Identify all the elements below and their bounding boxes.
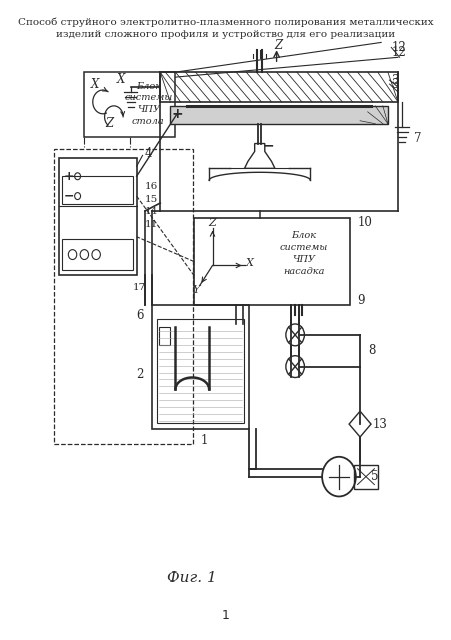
Bar xyxy=(158,327,170,345)
Bar xyxy=(62,176,133,204)
Text: Y: Y xyxy=(193,285,200,295)
Text: X: X xyxy=(91,77,99,91)
Circle shape xyxy=(285,356,304,378)
Text: 15: 15 xyxy=(145,195,158,204)
Text: 16: 16 xyxy=(145,182,158,191)
Text: 3: 3 xyxy=(391,77,398,91)
Text: 10: 10 xyxy=(357,216,372,229)
Text: −: − xyxy=(262,138,273,152)
Text: 9: 9 xyxy=(357,294,364,307)
Text: изделий сложного профиля и устройство для его реализации: изделий сложного профиля и устройство дл… xyxy=(56,30,395,39)
Text: Блок: Блок xyxy=(136,81,161,90)
Text: 2: 2 xyxy=(136,368,143,381)
Text: системы: системы xyxy=(124,93,172,102)
Bar xyxy=(152,305,248,429)
Bar xyxy=(62,239,133,271)
Bar xyxy=(193,218,349,305)
Bar xyxy=(59,159,136,275)
Text: стола: стола xyxy=(132,117,165,126)
Text: 8: 8 xyxy=(368,344,375,357)
Text: X: X xyxy=(245,259,253,269)
Text: 13: 13 xyxy=(372,417,387,431)
Bar xyxy=(170,106,387,124)
Bar xyxy=(354,465,377,488)
Text: Z: Z xyxy=(106,117,114,130)
Text: Z: Z xyxy=(208,218,216,228)
Bar xyxy=(84,72,175,136)
Text: Фиг. 1: Фиг. 1 xyxy=(166,571,216,585)
Text: 1: 1 xyxy=(221,609,230,622)
Text: Способ струйного электролитно-плазменного полирования металлических: Способ струйного электролитно-плазменног… xyxy=(18,18,433,28)
Text: насадка: насадка xyxy=(282,267,324,276)
Circle shape xyxy=(285,324,304,346)
Text: 3: 3 xyxy=(391,74,398,86)
Text: 12: 12 xyxy=(391,46,405,59)
Text: 11: 11 xyxy=(145,220,158,229)
Text: Z: Z xyxy=(274,39,282,52)
Text: 12: 12 xyxy=(391,41,405,54)
Text: 1: 1 xyxy=(200,435,207,447)
Text: −: − xyxy=(64,189,74,203)
Bar xyxy=(156,319,243,423)
Text: системы: системы xyxy=(279,243,327,252)
Text: ЧПУ: ЧПУ xyxy=(291,255,314,264)
Text: Блок: Блок xyxy=(290,231,315,240)
Text: 17: 17 xyxy=(132,283,145,292)
Text: 5: 5 xyxy=(370,470,377,483)
Text: 7: 7 xyxy=(413,132,420,145)
Text: +: + xyxy=(171,107,183,121)
Text: X: X xyxy=(116,72,124,86)
Bar xyxy=(160,72,397,102)
Text: 4: 4 xyxy=(145,147,152,160)
Text: ЧПУ: ЧПУ xyxy=(137,106,160,115)
Bar xyxy=(54,148,193,444)
Text: 6: 6 xyxy=(136,308,143,321)
Circle shape xyxy=(322,457,355,497)
Text: +: + xyxy=(64,170,74,183)
Text: 14: 14 xyxy=(145,207,158,216)
